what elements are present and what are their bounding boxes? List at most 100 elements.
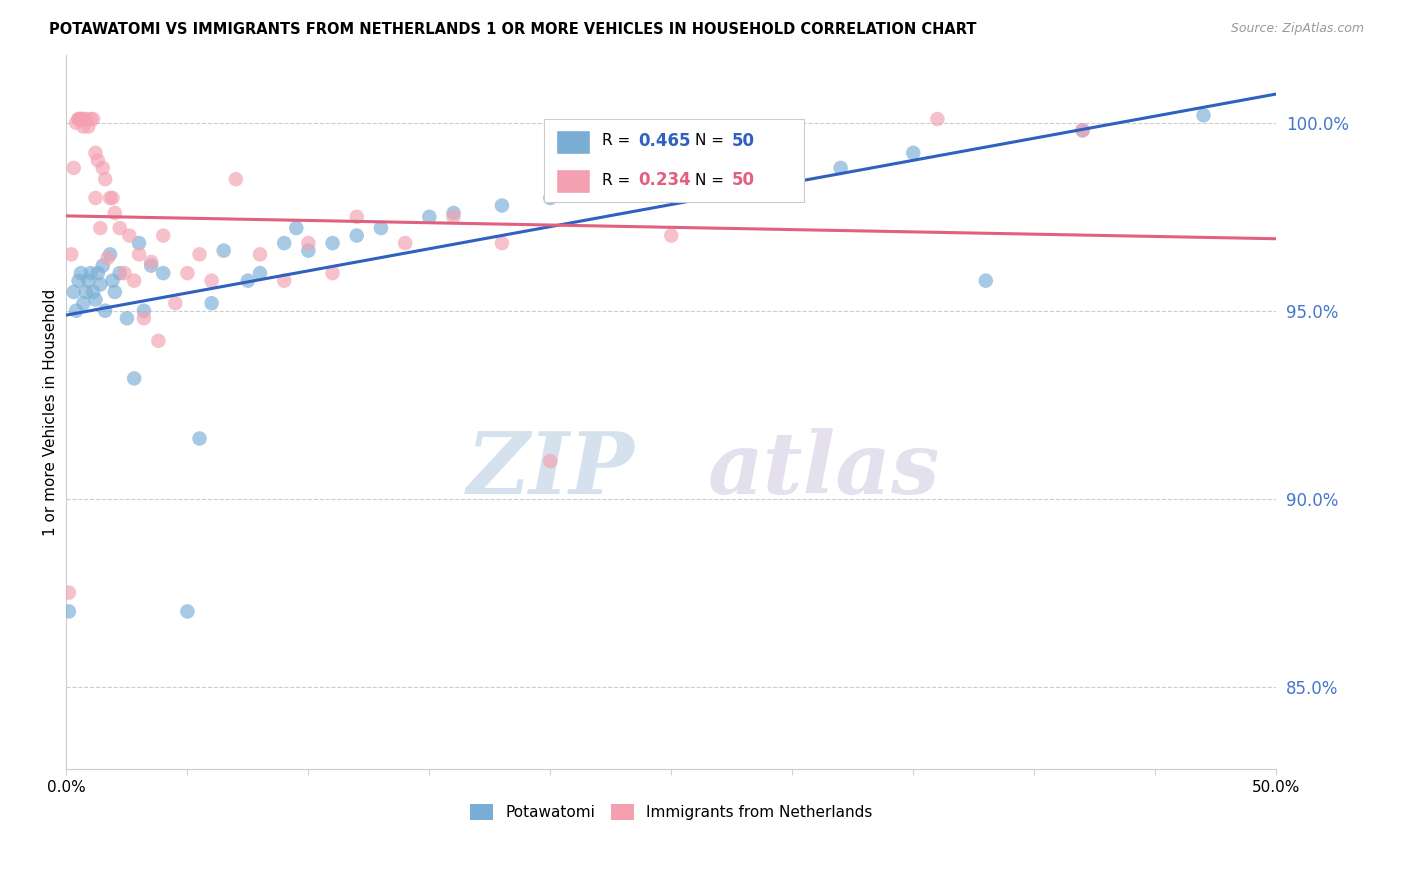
Point	[98, 191, 121, 205]
Point	[588, 184, 610, 198]
Point	[443, 206, 465, 220]
Point	[122, 274, 145, 288]
Point	[108, 221, 131, 235]
Point	[77, 274, 100, 288]
Point	[538, 191, 561, 205]
Point	[62, 285, 84, 299]
Point	[152, 266, 174, 280]
Point	[108, 266, 131, 280]
Point	[165, 296, 187, 310]
Legend: Potawatomi, Immigrants from Netherlands: Potawatomi, Immigrants from Netherlands	[464, 797, 879, 826]
Point	[188, 247, 211, 261]
Point	[75, 285, 97, 299]
Point	[201, 274, 224, 288]
Point	[297, 244, 319, 258]
Point	[89, 277, 111, 292]
Text: N =: N =	[696, 133, 730, 148]
Text: R =: R =	[602, 173, 636, 187]
Text: 50: 50	[731, 132, 755, 150]
Text: 0.234: 0.234	[638, 171, 692, 189]
Point	[491, 236, 513, 251]
Point	[87, 153, 110, 168]
Point	[974, 274, 997, 288]
Point	[273, 274, 295, 288]
Point	[443, 210, 465, 224]
Point	[84, 191, 107, 205]
Point	[659, 228, 682, 243]
Point	[101, 274, 124, 288]
Point	[72, 296, 94, 310]
Point	[58, 585, 80, 599]
Point	[84, 293, 107, 307]
Point	[67, 274, 90, 288]
Point	[1071, 123, 1094, 137]
Point	[115, 311, 138, 326]
Point	[128, 247, 150, 261]
Point	[176, 266, 198, 280]
Point	[1071, 123, 1094, 137]
Point	[104, 285, 127, 299]
Point	[297, 236, 319, 251]
Point	[152, 228, 174, 243]
Point	[91, 259, 114, 273]
Text: R =: R =	[602, 133, 636, 148]
Point	[70, 112, 93, 126]
Point	[91, 161, 114, 175]
Point	[225, 172, 247, 186]
Point	[79, 266, 101, 280]
Point	[70, 112, 93, 126]
Point	[1192, 108, 1215, 122]
Point	[148, 334, 170, 348]
Point	[236, 274, 259, 288]
Point	[72, 112, 94, 126]
Point	[58, 604, 80, 618]
Point	[75, 112, 97, 126]
Text: N =: N =	[696, 173, 730, 187]
Point	[70, 266, 93, 280]
Point	[132, 303, 155, 318]
Point	[273, 236, 295, 251]
Point	[79, 112, 101, 126]
Point	[94, 303, 117, 318]
Point	[322, 236, 344, 251]
Point	[346, 228, 368, 243]
Text: 50: 50	[731, 171, 755, 189]
Y-axis label: 1 or more Vehicles in Household: 1 or more Vehicles in Household	[44, 289, 58, 536]
Point	[285, 221, 308, 235]
Point	[104, 206, 127, 220]
Point	[82, 112, 104, 126]
Point	[394, 236, 416, 251]
Point	[62, 161, 84, 175]
Point	[72, 120, 94, 134]
Point	[780, 153, 803, 168]
Point	[118, 228, 141, 243]
Point	[370, 221, 392, 235]
FancyBboxPatch shape	[544, 120, 804, 202]
Point	[60, 247, 83, 261]
Point	[249, 266, 271, 280]
FancyBboxPatch shape	[557, 169, 591, 193]
Text: ZIP: ZIP	[467, 427, 636, 511]
Point	[491, 198, 513, 212]
Text: atlas: atlas	[707, 427, 941, 511]
Point	[249, 247, 271, 261]
Point	[84, 145, 107, 160]
Point	[114, 266, 136, 280]
Point	[709, 161, 731, 175]
Point	[101, 191, 124, 205]
Point	[89, 221, 111, 235]
Point	[67, 112, 90, 126]
FancyBboxPatch shape	[557, 130, 591, 153]
Point	[418, 210, 440, 224]
Point	[176, 604, 198, 618]
Point	[830, 161, 852, 175]
Point	[139, 255, 162, 269]
Point	[346, 210, 368, 224]
Point	[65, 116, 87, 130]
Point	[77, 120, 100, 134]
Point	[322, 266, 344, 280]
Text: POTAWATOMI VS IMMIGRANTS FROM NETHERLANDS 1 OR MORE VEHICLES IN HOUSEHOLD CORREL: POTAWATOMI VS IMMIGRANTS FROM NETHERLAND…	[49, 22, 977, 37]
Point	[122, 371, 145, 385]
Point	[139, 259, 162, 273]
Point	[94, 172, 117, 186]
